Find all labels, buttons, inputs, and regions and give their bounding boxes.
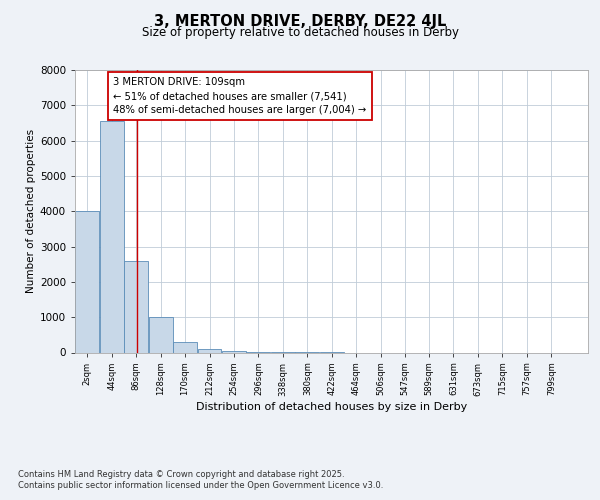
- Text: 3, MERTON DRIVE, DERBY, DE22 4JL: 3, MERTON DRIVE, DERBY, DE22 4JL: [154, 14, 446, 29]
- Bar: [197, 348, 221, 352]
- Text: 3 MERTON DRIVE: 109sqm
← 51% of detached houses are smaller (7,541)
48% of semi-: 3 MERTON DRIVE: 109sqm ← 51% of detached…: [113, 77, 367, 115]
- Bar: [100, 121, 124, 352]
- Bar: [75, 211, 99, 352]
- Text: Size of property relative to detached houses in Derby: Size of property relative to detached ho…: [142, 26, 458, 39]
- Bar: [173, 342, 197, 352]
- Bar: [149, 317, 173, 352]
- X-axis label: Distribution of detached houses by size in Derby: Distribution of detached houses by size …: [196, 402, 467, 412]
- Bar: [222, 350, 246, 352]
- Text: Contains public sector information licensed under the Open Government Licence v3: Contains public sector information licen…: [18, 481, 383, 490]
- Y-axis label: Number of detached properties: Number of detached properties: [26, 129, 35, 294]
- Text: Contains HM Land Registry data © Crown copyright and database right 2025.: Contains HM Land Registry data © Crown c…: [18, 470, 344, 479]
- Bar: [124, 260, 148, 352]
